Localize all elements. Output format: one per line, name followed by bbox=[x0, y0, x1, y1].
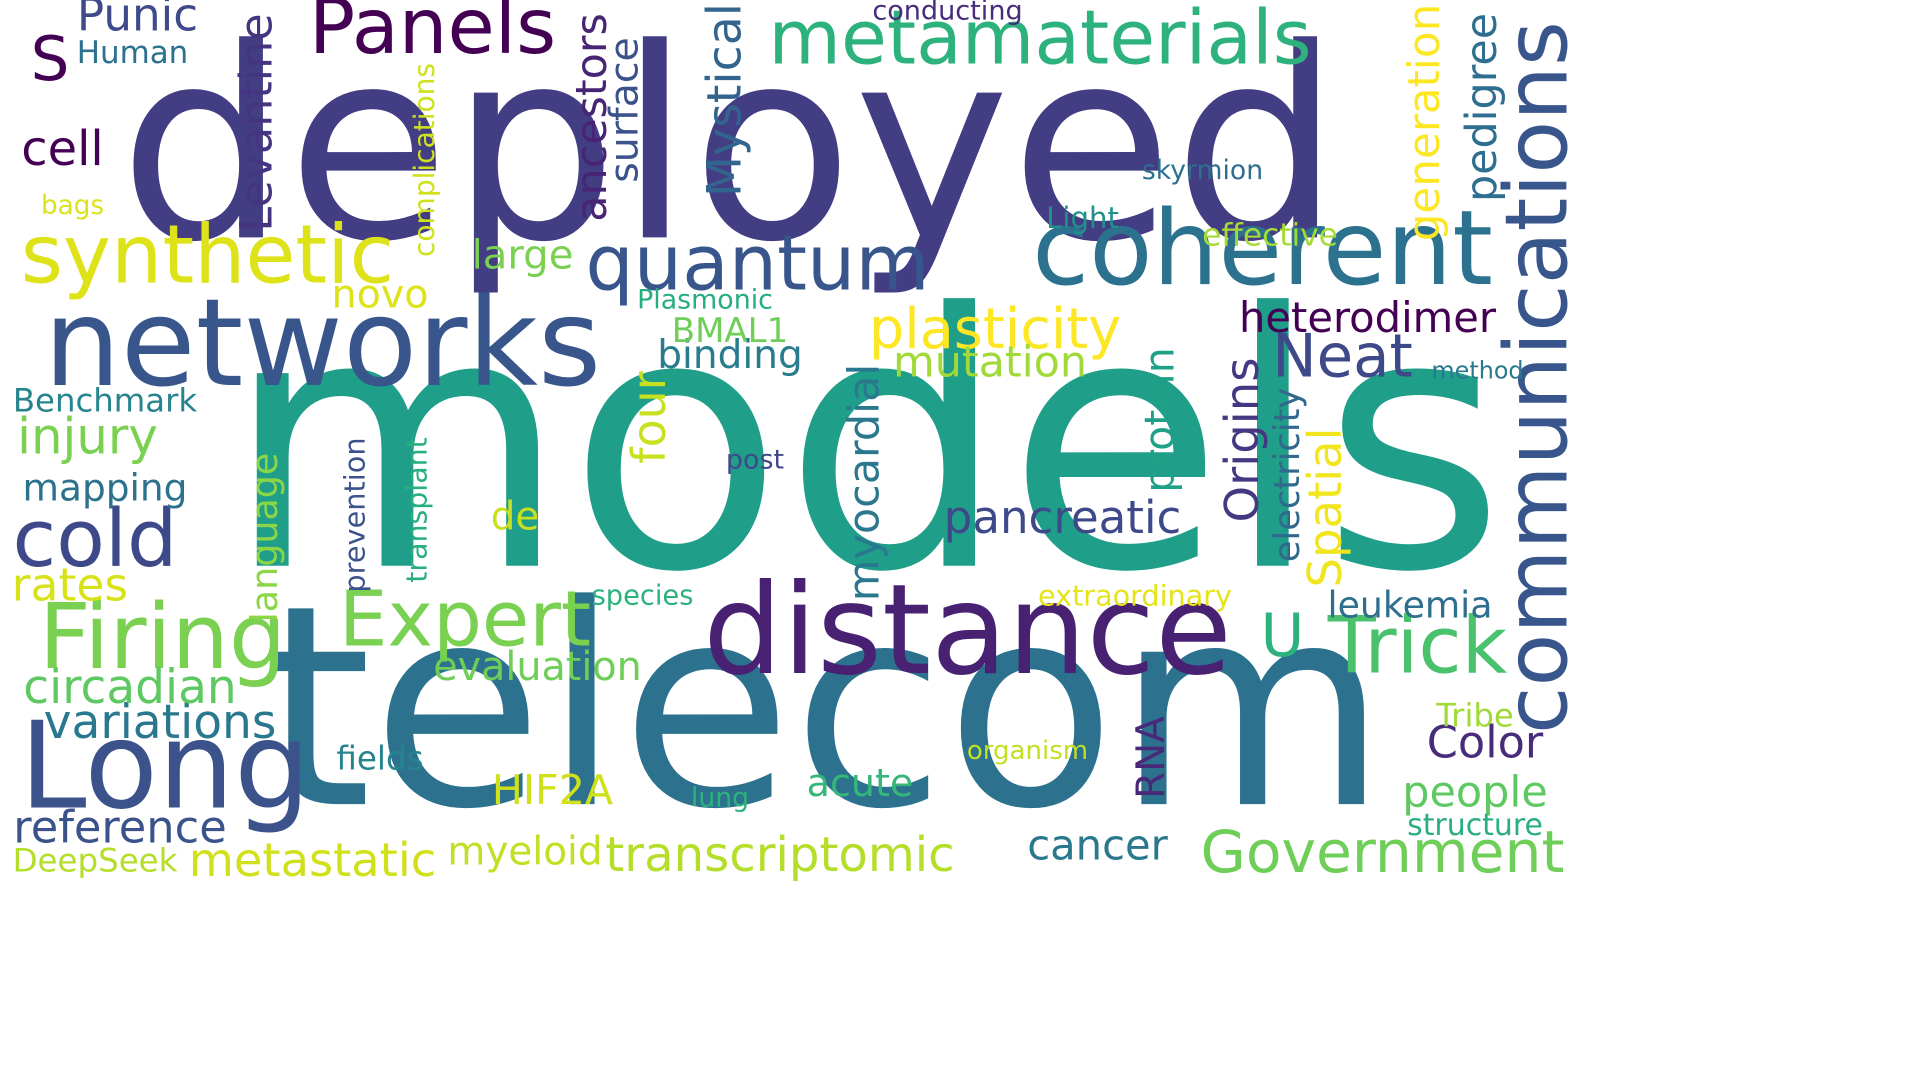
word-punic: Punic bbox=[76, 0, 199, 42]
word-bags: bags bbox=[40, 191, 105, 222]
word-distance: distance bbox=[703, 557, 1232, 703]
word-effective: effective bbox=[1202, 217, 1338, 254]
word-benchmark: Benchmark bbox=[12, 381, 198, 420]
word-s: S bbox=[30, 23, 70, 95]
word-novo: novo bbox=[331, 271, 429, 318]
word-rna: RNA bbox=[1129, 716, 1175, 799]
word-hif2a: HIF2A bbox=[491, 765, 614, 814]
word-light: Light bbox=[1046, 200, 1119, 235]
word-networks: networks bbox=[43, 272, 602, 415]
word-mapping: mapping bbox=[22, 465, 188, 510]
word-government: Government bbox=[1200, 817, 1565, 886]
word-evaluation: evaluation bbox=[433, 644, 642, 691]
word-myeloid: myeloid bbox=[447, 829, 603, 875]
word-prevention: prevention bbox=[337, 437, 372, 593]
word-reference: reference bbox=[13, 801, 227, 854]
word-coherent: coherent bbox=[1032, 188, 1493, 309]
word-pedigree: pedigree bbox=[1457, 12, 1508, 203]
word-rates: rates bbox=[11, 558, 129, 612]
word-metamaterials: metamaterials bbox=[768, 0, 1312, 82]
word-synthetic: synthetic bbox=[20, 208, 395, 303]
word-extraordinary: extraordinary bbox=[1038, 578, 1232, 613]
word-heterodimer: heterodimer bbox=[1238, 293, 1497, 343]
word-cell: cell bbox=[21, 122, 104, 178]
word-telecom: telecom bbox=[262, 545, 1388, 871]
word-conducting: conducting bbox=[872, 0, 1023, 27]
word-structure: structure bbox=[1407, 808, 1543, 844]
word-deployed: deployed bbox=[118, 0, 1342, 301]
word-u: U bbox=[1260, 602, 1305, 672]
word-quantum: quantum bbox=[585, 218, 930, 308]
word-metastatic: metastatic bbox=[188, 833, 437, 888]
word-variations: variations bbox=[43, 695, 277, 751]
word-method: method bbox=[1431, 356, 1524, 385]
word-expert: Expert bbox=[338, 575, 592, 665]
word-skyrmion: skyrmion bbox=[1141, 154, 1264, 186]
word-lung: lung bbox=[690, 782, 750, 814]
word-cancer: cancer bbox=[1027, 820, 1168, 870]
word-tribe: Tribe bbox=[1436, 696, 1514, 735]
word-transplant: transplant bbox=[400, 437, 434, 583]
word-fields: fields bbox=[336, 739, 424, 778]
word-plasticity: plasticity bbox=[868, 296, 1122, 362]
word-acute: acute bbox=[806, 761, 914, 806]
word-plasmonic: Plasmonic bbox=[637, 284, 773, 316]
word-leukemia: leukemia bbox=[1327, 583, 1493, 627]
word-language: language bbox=[242, 452, 286, 623]
word-bmal1: BMAL1 bbox=[671, 310, 789, 351]
word-four: four bbox=[622, 371, 677, 464]
word-people: people bbox=[1402, 767, 1548, 818]
word-complications: complications bbox=[407, 62, 441, 258]
word-cold: cold bbox=[12, 491, 178, 585]
word-species: species bbox=[591, 580, 694, 612]
word-pancreatic: pancreatic bbox=[943, 491, 1182, 545]
word-generation: generation bbox=[1399, 3, 1451, 242]
word-human: Human bbox=[76, 34, 189, 71]
word-injury: injury bbox=[17, 407, 158, 466]
word-origins: Origins bbox=[1215, 357, 1270, 523]
word-organism: organism bbox=[966, 736, 1089, 767]
word-transcriptomic: transcriptomic bbox=[605, 827, 955, 884]
word-myocardial: myocardial bbox=[839, 363, 890, 602]
word-deepseek: DeepSeek bbox=[12, 841, 178, 880]
word-firing: Firing bbox=[38, 584, 287, 690]
word-mutation: mutation bbox=[893, 337, 1087, 388]
word-mystical: Mystical bbox=[697, 3, 753, 197]
word-spatial: Spatial bbox=[1297, 427, 1352, 588]
word-panels: Panels bbox=[308, 0, 557, 73]
word-trick: Trick bbox=[1327, 599, 1508, 692]
word-post: post bbox=[725, 444, 785, 476]
word-long: Long bbox=[19, 696, 311, 837]
word-neat: Neat bbox=[1272, 322, 1413, 392]
word-surface: surface bbox=[601, 37, 648, 183]
word-large: large bbox=[471, 232, 574, 279]
word-circadian: circadian bbox=[23, 660, 237, 716]
word-protein: protein bbox=[1135, 347, 1184, 493]
word-binding: binding bbox=[657, 333, 803, 379]
word-color: Color bbox=[1426, 716, 1544, 769]
word-models: models bbox=[224, 239, 1506, 650]
word-levantine: Levantine bbox=[231, 13, 283, 232]
word-de: de bbox=[490, 494, 540, 540]
